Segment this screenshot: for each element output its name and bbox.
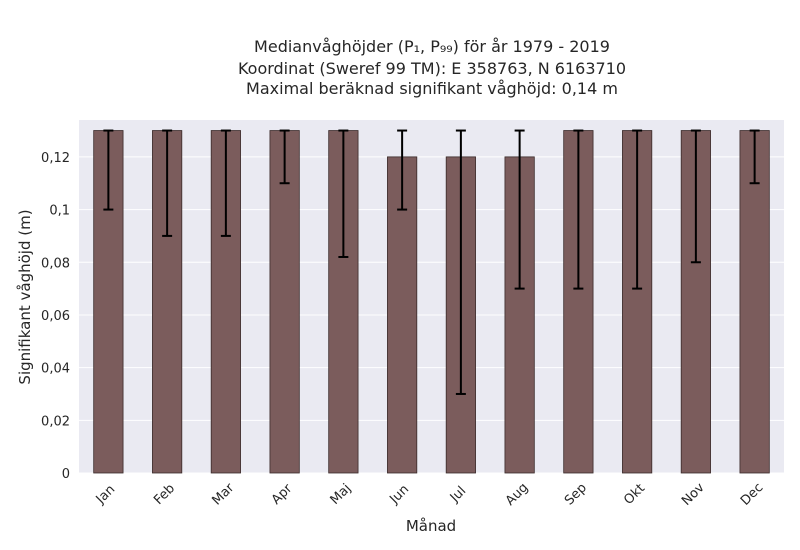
y-tick-label: 0,06 xyxy=(41,309,70,324)
x-tick-label: Feb xyxy=(151,481,178,508)
x-tick-label: Nov xyxy=(679,480,708,509)
chart-title-line-2: Koordinat (Sweref 99 TM): E 358763, N 61… xyxy=(238,59,626,78)
x-tick-label: Maj xyxy=(328,481,355,508)
bar-apr xyxy=(269,130,300,474)
x-tick-label: Jul xyxy=(447,484,469,506)
x-tick-label: Jun xyxy=(386,482,412,508)
y-axis-ticks: 0 0,02 0,04 0,06 0,08 0,1 0,12 xyxy=(41,151,70,482)
y-tick-label: 0,1 xyxy=(49,204,70,219)
x-tick-label: Okt xyxy=(621,481,648,508)
y-tick-label: 0,02 xyxy=(41,414,70,429)
x-tick-label: Dec xyxy=(738,480,766,508)
chart-title: Medianvåghöjder (P₁, P₉₉) för år 1979 - … xyxy=(238,37,626,98)
y-tick-label: 0,12 xyxy=(41,151,70,166)
x-tick-label: Jan xyxy=(93,482,118,507)
y-tick-label: 0,08 xyxy=(41,256,70,271)
x-tick-label: Sep xyxy=(562,481,590,509)
x-axis-label: Månad xyxy=(406,517,456,535)
y-axis-label: Signifikant våghöjd (m) xyxy=(16,209,34,384)
bar-dec xyxy=(739,130,770,474)
x-tick-label: Aug xyxy=(503,480,532,509)
y-tick-label: 0 xyxy=(62,467,70,482)
chart-title-line-3: Maximal beräknad signifikant våghöjd: 0,… xyxy=(246,79,618,98)
plot-area xyxy=(79,120,784,473)
x-tick-label: Apr xyxy=(269,481,296,508)
chart-title-line-1: Medianvåghöjder (P₁, P₉₉) för år 1979 - … xyxy=(254,37,610,56)
error-bars xyxy=(103,129,760,395)
bar-mar xyxy=(210,130,241,474)
grid-lines xyxy=(79,156,784,474)
y-tick-label: 0,04 xyxy=(41,362,70,377)
x-axis-ticks: Jan Feb Mar Apr Maj Jun Jul Aug Sep Okt Nov Dec xyxy=(93,480,767,509)
x-tick-label: Mar xyxy=(209,480,237,508)
